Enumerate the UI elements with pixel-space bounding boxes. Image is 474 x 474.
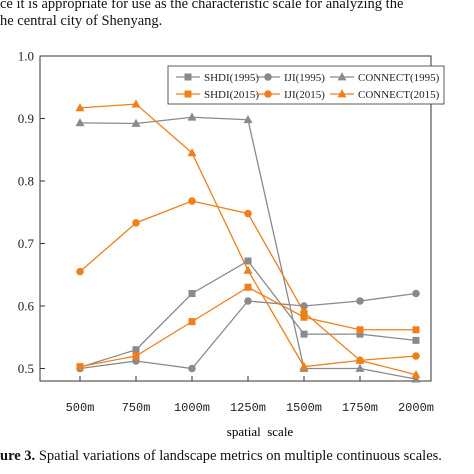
series-line: [79, 116, 417, 380]
legend-label: CONNECT(1995): [358, 72, 440, 84]
data-point: [188, 364, 196, 373]
body-text-line-1: ce it is appropriate for use as the char…: [0, 0, 404, 12]
data-point: [244, 257, 252, 265]
data-point: [188, 318, 196, 326]
data-point: [244, 283, 252, 291]
figure-caption: ure 3. Spatial variations of landscape m…: [0, 448, 442, 465]
data-point: [244, 297, 252, 305]
body-text-line-2: he central city of Shenyang.: [0, 13, 163, 29]
x-tick-label: 750m: [122, 401, 151, 415]
legend-item: IJI(1995): [256, 72, 325, 84]
data-point: [411, 369, 421, 379]
data-point: [299, 361, 309, 371]
y-tick-label: 0.5: [18, 361, 34, 376]
y-axis: 0.5 0.6 0.7 0.8 0.9 1.0: [18, 49, 45, 376]
data-point: [187, 112, 197, 121]
x-tick-label: 1750m: [342, 401, 378, 415]
series-line: [79, 260, 417, 368]
data-point: [412, 336, 420, 344]
x-tick-label: 2000m: [398, 401, 434, 415]
legend-item: SHDI(1995): [176, 72, 259, 84]
figure-caption-label: ure 3.: [0, 448, 36, 464]
data-point: [412, 326, 420, 334]
legend-item: CONNECT(2015): [330, 89, 440, 101]
data-point: [356, 297, 364, 305]
data-point: [132, 352, 140, 360]
legend-item: IJI(2015): [256, 89, 325, 101]
legend-marker: [337, 89, 347, 98]
y-tick-label: 0.9: [18, 111, 34, 126]
data-point: [188, 290, 196, 297]
legend-item: CONNECT(1995): [330, 72, 440, 84]
data-point: [75, 118, 85, 127]
legend-label: SHDI(2015): [204, 89, 259, 101]
data-point: [356, 330, 364, 338]
data-point: [76, 363, 84, 371]
legend-label: IJI(1995): [284, 72, 325, 84]
series-group: [75, 99, 421, 383]
data-point: [412, 352, 420, 360]
legend-label: SHDI(1995): [204, 72, 259, 84]
data-point: [75, 103, 85, 112]
plot-frame: [39, 55, 432, 382]
figure-caption-text: Spatial variations of landscape metrics …: [38, 448, 442, 464]
x-tick-label: 1500m: [286, 401, 322, 415]
data-point: [243, 265, 253, 274]
legend-marker: [264, 73, 272, 81]
data-point: [132, 219, 140, 227]
data-point: [300, 313, 308, 321]
legend-marker: [337, 72, 347, 81]
y-tick-label: 0.7: [18, 236, 35, 251]
legend-label: IJI(2015): [284, 89, 325, 101]
legend-item: SHDI(2015): [176, 89, 259, 101]
data-point: [187, 148, 197, 157]
series-iji-2015: [76, 197, 420, 365]
x-tick-label: 1250m: [230, 401, 266, 415]
series-line: [79, 200, 417, 362]
x-axis: 500m 750m 1000m 1250m 1500m 1750m 2000m: [66, 376, 434, 415]
x-tick-label: 500m: [66, 401, 95, 415]
data-point: [132, 346, 140, 354]
series-connect-1995: [75, 112, 421, 383]
data-point: [76, 267, 84, 276]
y-tick-label: 1.0: [18, 49, 34, 64]
body-text-snippet: ce it is appropriate for use as the char…: [0, 0, 474, 30]
series-shdi-1995: [76, 257, 420, 371]
data-point: [355, 363, 365, 372]
series-shdi-2015: [76, 283, 420, 371]
data-point: [131, 99, 141, 108]
legend: SHDI(1995) IJI(1995) CONNECT(1995) SHDI(201…: [167, 65, 445, 105]
y-tick-label: 0.6: [18, 299, 35, 314]
data-point: [356, 326, 364, 334]
data-point: [244, 209, 252, 218]
data-point: [243, 114, 253, 124]
x-axis-title: spatial scale: [227, 424, 294, 439]
series-connect-2015: [75, 99, 421, 379]
data-point: [412, 289, 420, 298]
legend-label: CONNECT(2015): [358, 89, 440, 101]
legend-marker: [264, 90, 272, 98]
data-point: [300, 308, 308, 317]
legend-marker: [184, 90, 192, 98]
data-point: [355, 355, 365, 364]
x-tick-label: 1000m: [174, 401, 210, 415]
data-point: [188, 197, 196, 205]
y-tick-label: 0.8: [18, 174, 34, 189]
legend-marker: [184, 73, 192, 81]
legend-box: [167, 65, 445, 105]
data-point: [411, 374, 421, 383]
data-point: [131, 118, 141, 127]
data-point: [300, 330, 308, 338]
